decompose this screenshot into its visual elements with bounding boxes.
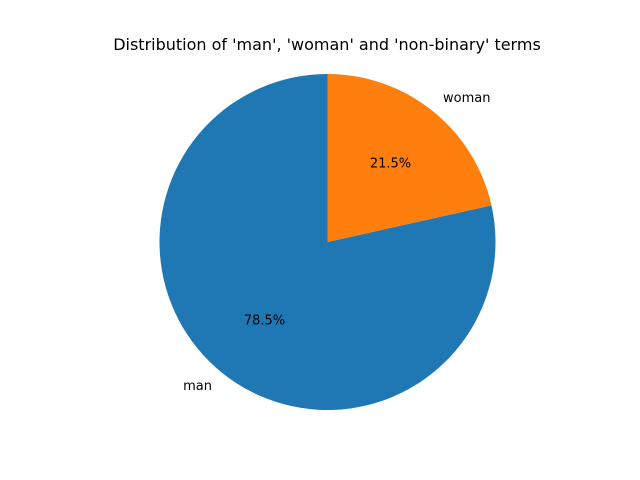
pct-label-man: 78.5% — [244, 314, 285, 329]
pct-label-woman: 21.5% — [370, 156, 411, 171]
slice-label-woman: woman — [443, 91, 490, 106]
chart-title: Distribution of 'man', 'woman' and 'non-… — [113, 35, 541, 54]
slice-label-man: man — [183, 379, 212, 394]
pie-labels: man 78.5% woman 21.5% — [183, 91, 490, 394]
pie-slice-woman — [327, 74, 492, 242]
pie-slices — [159, 74, 496, 410]
